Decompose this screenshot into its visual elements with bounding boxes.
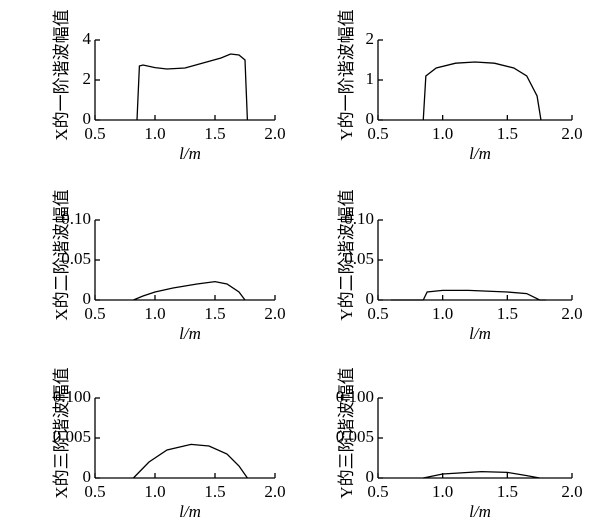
- x-tick-label: 1.5: [204, 304, 225, 323]
- subplot: 0.5 1.0 1.5 2.0 0 2 4 l/m X的一阶谐波幅值: [52, 9, 286, 163]
- y-axis-label: Y的二阶谐波幅值: [337, 189, 356, 320]
- x-tick-label: 2.0: [561, 304, 582, 323]
- y-tick-label: 0: [366, 289, 375, 308]
- y-tick-label: 0: [83, 467, 92, 486]
- subplot: 0.5 1.0 1.5 2.0 0 0.005 0.100 l/m Y的三阶谐波幅值: [336, 367, 583, 521]
- y-axis-label: X的三阶谐波幅值: [52, 367, 71, 498]
- x-tick-label: 1.5: [497, 304, 518, 323]
- x-tick-label: 1.5: [497, 124, 518, 143]
- y-tick-label: 1: [366, 69, 375, 88]
- y-tick-label: 0: [83, 109, 92, 128]
- x-tick-label: 1.0: [144, 124, 165, 143]
- y-tick-label: 2: [366, 29, 375, 48]
- y-tick-label: 0.10: [344, 209, 374, 228]
- y-tick-label: 0: [83, 289, 92, 308]
- y-axis-label: X的一阶谐波幅值: [52, 9, 71, 140]
- x-tick-label: 1.5: [204, 482, 225, 501]
- y-tick-label: 0.100: [336, 387, 374, 406]
- x-tick-label: 1.0: [144, 482, 165, 501]
- x-tick-label: 2.0: [561, 124, 582, 143]
- data-line: [136, 53, 249, 121]
- x-axis-label: l/m: [179, 324, 201, 343]
- x-tick-label: 1.0: [144, 304, 165, 323]
- x-tick-label: 2.0: [264, 304, 285, 323]
- y-axis-label: X的二阶谐波幅值: [52, 189, 71, 320]
- y-tick-label: 0: [366, 109, 375, 128]
- subplot: 0.5 1.0 1.5 2.0 0 1 2 l/m Y的一阶谐波幅值: [337, 9, 583, 163]
- x-axis-label: l/m: [469, 324, 491, 343]
- x-tick-label: 0.5: [84, 124, 105, 143]
- x-tick-label: 0.5: [367, 482, 388, 501]
- y-tick-label: 0.005: [53, 427, 91, 446]
- x-axis-label: l/m: [179, 502, 201, 521]
- subplot: 0.5 1.0 1.5 2.0 0 0.005 0.100 l/m X的三阶谐波幅值: [52, 367, 286, 521]
- data-line: [422, 61, 542, 121]
- x-axis-label: l/m: [469, 144, 491, 163]
- y-tick-label: 0.10: [61, 209, 91, 228]
- subplot: 0.5 1.0 1.5 2.0 0 0.05 0.10 l/m X的二阶谐波幅值: [52, 189, 286, 343]
- data-line: [132, 443, 248, 479]
- y-axis-label: Y的三阶谐波幅值: [337, 367, 356, 498]
- x-tick-label: 0.5: [367, 304, 388, 323]
- x-tick-label: 1.0: [432, 124, 453, 143]
- subplot: 0.5 1.0 1.5 2.0 0 0.05 0.10 l/m Y的二阶谐波幅值: [337, 189, 583, 343]
- y-tick-label: 0.05: [61, 249, 91, 268]
- y-tick-label: 0.100: [53, 387, 91, 406]
- y-axis-label: Y的一阶谐波幅值: [337, 9, 356, 140]
- x-tick-label: 1.0: [432, 482, 453, 501]
- x-tick-label: 0.5: [84, 482, 105, 501]
- x-axis-label: l/m: [469, 502, 491, 521]
- x-tick-label: 1.5: [497, 482, 518, 501]
- x-tick-label: 2.0: [561, 482, 582, 501]
- y-tick-label: 2: [83, 69, 92, 88]
- y-tick-label: 0.005: [336, 427, 374, 446]
- data-line: [423, 470, 540, 479]
- data-line: [390, 289, 547, 301]
- x-axis-label: l/m: [179, 144, 201, 163]
- x-tick-label: 0.5: [367, 124, 388, 143]
- x-tick-label: 2.0: [264, 124, 285, 143]
- y-tick-label: 0: [366, 467, 375, 486]
- x-tick-label: 2.0: [264, 482, 285, 501]
- data-line: [133, 280, 246, 301]
- x-tick-label: 1.5: [204, 124, 225, 143]
- y-tick-label: 4: [83, 29, 92, 48]
- y-tick-label: 0.05: [344, 249, 374, 268]
- x-tick-label: 0.5: [84, 304, 105, 323]
- x-tick-label: 1.0: [432, 304, 453, 323]
